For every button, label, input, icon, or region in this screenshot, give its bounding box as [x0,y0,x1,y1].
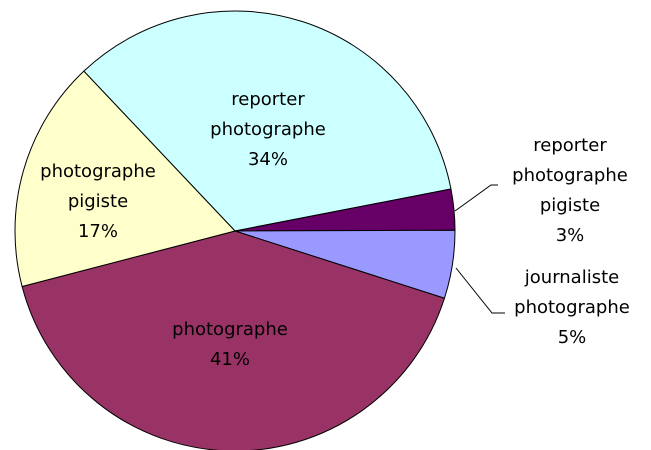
pie-slice [21,230,446,450]
pie [14,10,456,450]
slice-value-label: 34% [248,149,288,170]
slice-label: reporter photographe pigiste [512,135,628,216]
leader-line [455,267,505,314]
pie-slice [14,70,236,288]
pie-slice [83,10,452,232]
slice-label: photographe [172,319,288,340]
slice-label: journaliste photographe [514,267,630,318]
leader-line [454,184,498,212]
slice-value-label: 3% [556,225,585,246]
slice-label: reporter photographe [210,89,326,140]
slice-value-label: 17% [78,221,118,242]
slice-value-label: 5% [558,327,587,348]
slice-label: photographe pigiste [40,161,156,212]
slice-value-label: 41% [210,349,250,370]
